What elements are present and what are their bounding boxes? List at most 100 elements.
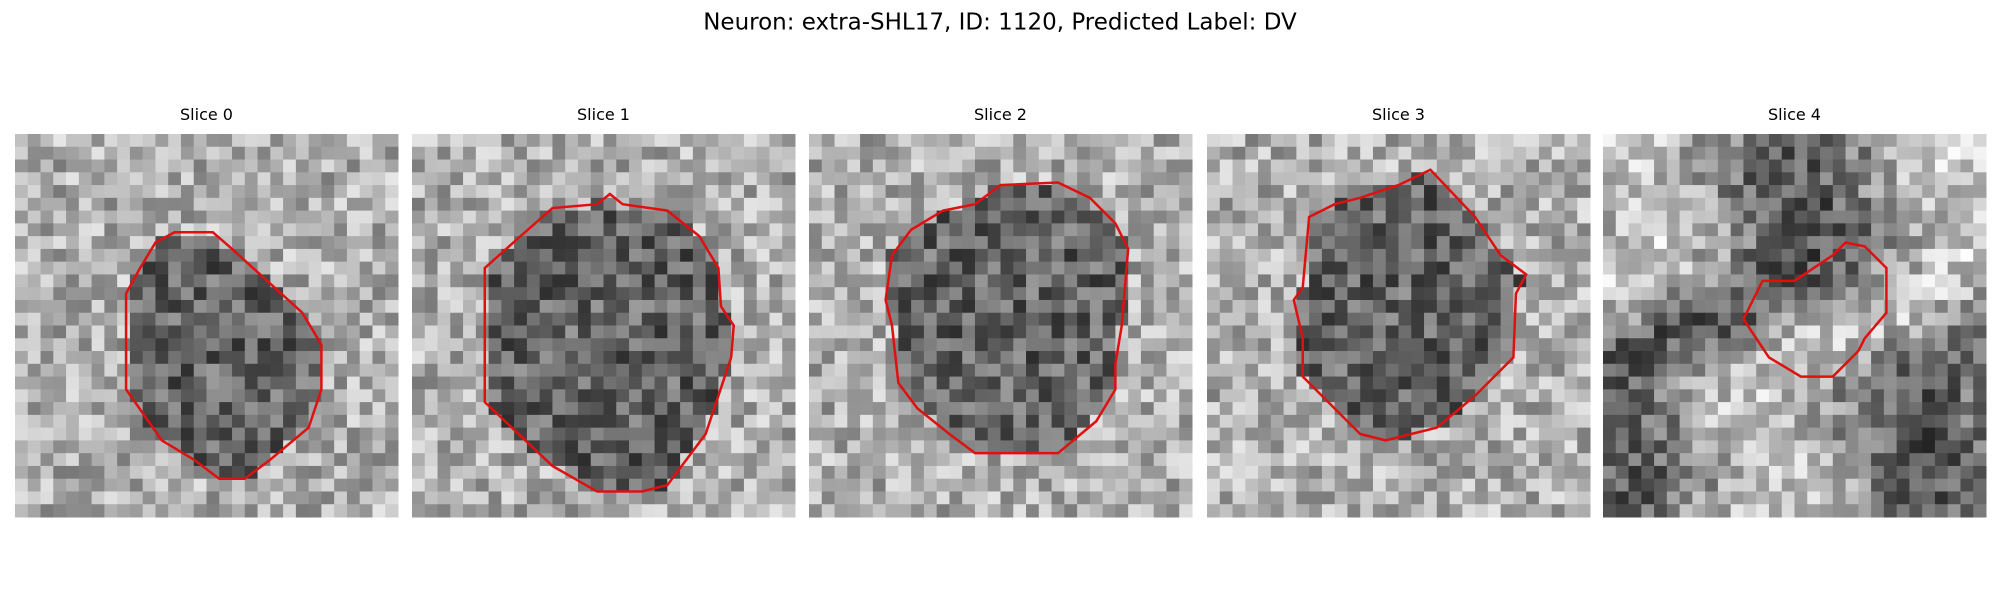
pixel bbox=[1140, 274, 1155, 288]
pixel bbox=[1666, 504, 1681, 518]
pixel bbox=[911, 453, 925, 467]
pixel bbox=[667, 402, 681, 416]
pixel bbox=[1140, 223, 1155, 237]
pixel bbox=[1051, 427, 1065, 441]
pixel bbox=[1858, 504, 1872, 518]
pixel bbox=[1115, 504, 1129, 518]
pixel bbox=[1462, 325, 1476, 339]
pixel bbox=[66, 338, 80, 352]
pixel bbox=[923, 414, 938, 429]
pixel bbox=[1102, 351, 1116, 365]
pixel bbox=[654, 210, 668, 224]
pixel bbox=[1064, 478, 1078, 492]
pixel bbox=[488, 376, 502, 390]
pixel bbox=[1615, 389, 1630, 403]
pixel bbox=[1871, 236, 1885, 250]
pixel bbox=[219, 465, 233, 480]
pixel bbox=[1321, 185, 1336, 199]
pixel bbox=[232, 338, 246, 352]
pixel bbox=[257, 376, 271, 390]
pixel bbox=[168, 172, 182, 186]
pixel bbox=[27, 465, 42, 480]
pixel bbox=[1794, 491, 1808, 505]
pixel bbox=[1564, 146, 1578, 161]
pixel bbox=[743, 159, 758, 173]
pixel bbox=[718, 248, 732, 263]
pixel bbox=[1089, 159, 1104, 173]
pixel bbox=[1909, 351, 1923, 365]
pixel bbox=[1973, 312, 1987, 326]
pixel bbox=[1207, 146, 1221, 161]
pixel bbox=[1564, 159, 1578, 173]
pixel bbox=[667, 236, 681, 250]
pixel bbox=[321, 287, 335, 301]
pixel bbox=[1064, 491, 1078, 505]
pixel bbox=[1717, 504, 1732, 518]
pixel bbox=[1896, 351, 1910, 365]
pixel bbox=[372, 248, 386, 263]
pixel bbox=[1934, 491, 1949, 505]
pixel bbox=[1385, 312, 1399, 326]
pixel bbox=[809, 299, 823, 314]
pixel bbox=[565, 414, 579, 429]
pixel bbox=[1347, 465, 1361, 480]
pixel bbox=[949, 389, 963, 403]
pixel bbox=[1832, 440, 1847, 454]
pixel bbox=[1628, 440, 1642, 454]
pixel bbox=[1436, 261, 1451, 275]
pixel bbox=[1641, 248, 1655, 263]
pixel bbox=[1858, 312, 1872, 326]
pixel bbox=[603, 134, 617, 148]
pixel bbox=[180, 325, 195, 339]
pixel bbox=[1960, 312, 1974, 326]
pixel bbox=[1449, 223, 1463, 237]
pixel bbox=[1858, 172, 1872, 186]
pixel bbox=[1717, 236, 1732, 250]
pixel bbox=[1270, 197, 1285, 212]
pixel bbox=[1845, 261, 1859, 275]
pixel bbox=[1947, 210, 1961, 224]
pixel bbox=[1232, 338, 1246, 352]
pixel bbox=[53, 159, 67, 173]
pixel bbox=[1692, 465, 1706, 480]
pixel bbox=[1115, 172, 1129, 186]
pixel bbox=[1334, 478, 1348, 492]
pixel bbox=[1140, 453, 1155, 467]
pixel bbox=[590, 210, 604, 224]
pixel bbox=[962, 248, 976, 263]
pixel bbox=[769, 414, 783, 429]
pixel bbox=[232, 274, 246, 288]
pixel bbox=[1807, 325, 1821, 339]
pixel bbox=[718, 134, 732, 148]
pixel bbox=[142, 491, 156, 505]
pixel bbox=[718, 210, 732, 224]
pixel bbox=[872, 491, 887, 505]
pixel bbox=[180, 440, 195, 454]
pixel bbox=[1934, 338, 1949, 352]
pixel bbox=[1334, 351, 1348, 365]
pixel bbox=[1462, 453, 1476, 467]
pixel bbox=[321, 274, 335, 288]
pixel bbox=[1526, 197, 1540, 212]
pixel bbox=[1385, 299, 1399, 314]
pixel bbox=[987, 465, 1001, 480]
pixel bbox=[809, 248, 823, 263]
pixel bbox=[346, 376, 361, 390]
pixel bbox=[270, 197, 284, 212]
pixel bbox=[142, 312, 156, 326]
pixel bbox=[936, 414, 950, 429]
pixel bbox=[1140, 376, 1155, 390]
pixel bbox=[1666, 299, 1681, 314]
pixel bbox=[1321, 210, 1336, 224]
pixel bbox=[295, 299, 310, 314]
pixel bbox=[1577, 491, 1591, 505]
pixel bbox=[821, 389, 836, 403]
pixel bbox=[552, 223, 566, 237]
pixel bbox=[270, 351, 284, 365]
pixel bbox=[1705, 363, 1719, 378]
pixel bbox=[1166, 197, 1180, 212]
pixel bbox=[680, 299, 694, 314]
pixel bbox=[1270, 453, 1285, 467]
pixel bbox=[1475, 440, 1489, 454]
pixel bbox=[1858, 274, 1872, 288]
